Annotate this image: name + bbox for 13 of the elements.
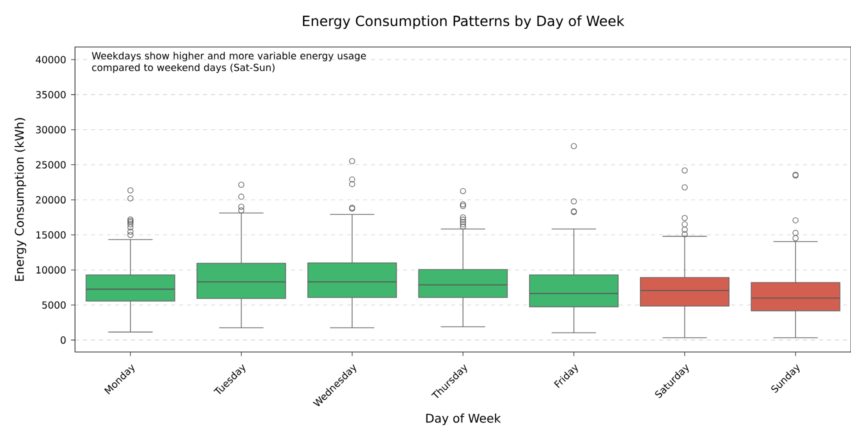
y-tick-label: 35000 [36, 91, 66, 98]
y-tick-label: 30000 [36, 126, 66, 134]
y-tick-label: 40000 [36, 56, 66, 64]
y-tick-label: 0 [60, 336, 66, 344]
y-tick-label: 20000 [36, 196, 66, 204]
annotation: Weekdays show higher and more variable energy usage compared to weekend days (Sat-Sun) [92, 52, 366, 73]
y-tick-label: 25000 [36, 161, 66, 168]
y-tick-label: 15000 [36, 231, 66, 239]
x-axis-title: Day of Week [426, 413, 501, 426]
chart-title: Energy Consumption Patterns by Day of Week [303, 15, 624, 29]
y-tick-label: 10000 [36, 266, 66, 274]
y-tick-label: 5000 [42, 301, 66, 309]
y-axis-title: Energy Consumption (kWh) [14, 118, 26, 281]
